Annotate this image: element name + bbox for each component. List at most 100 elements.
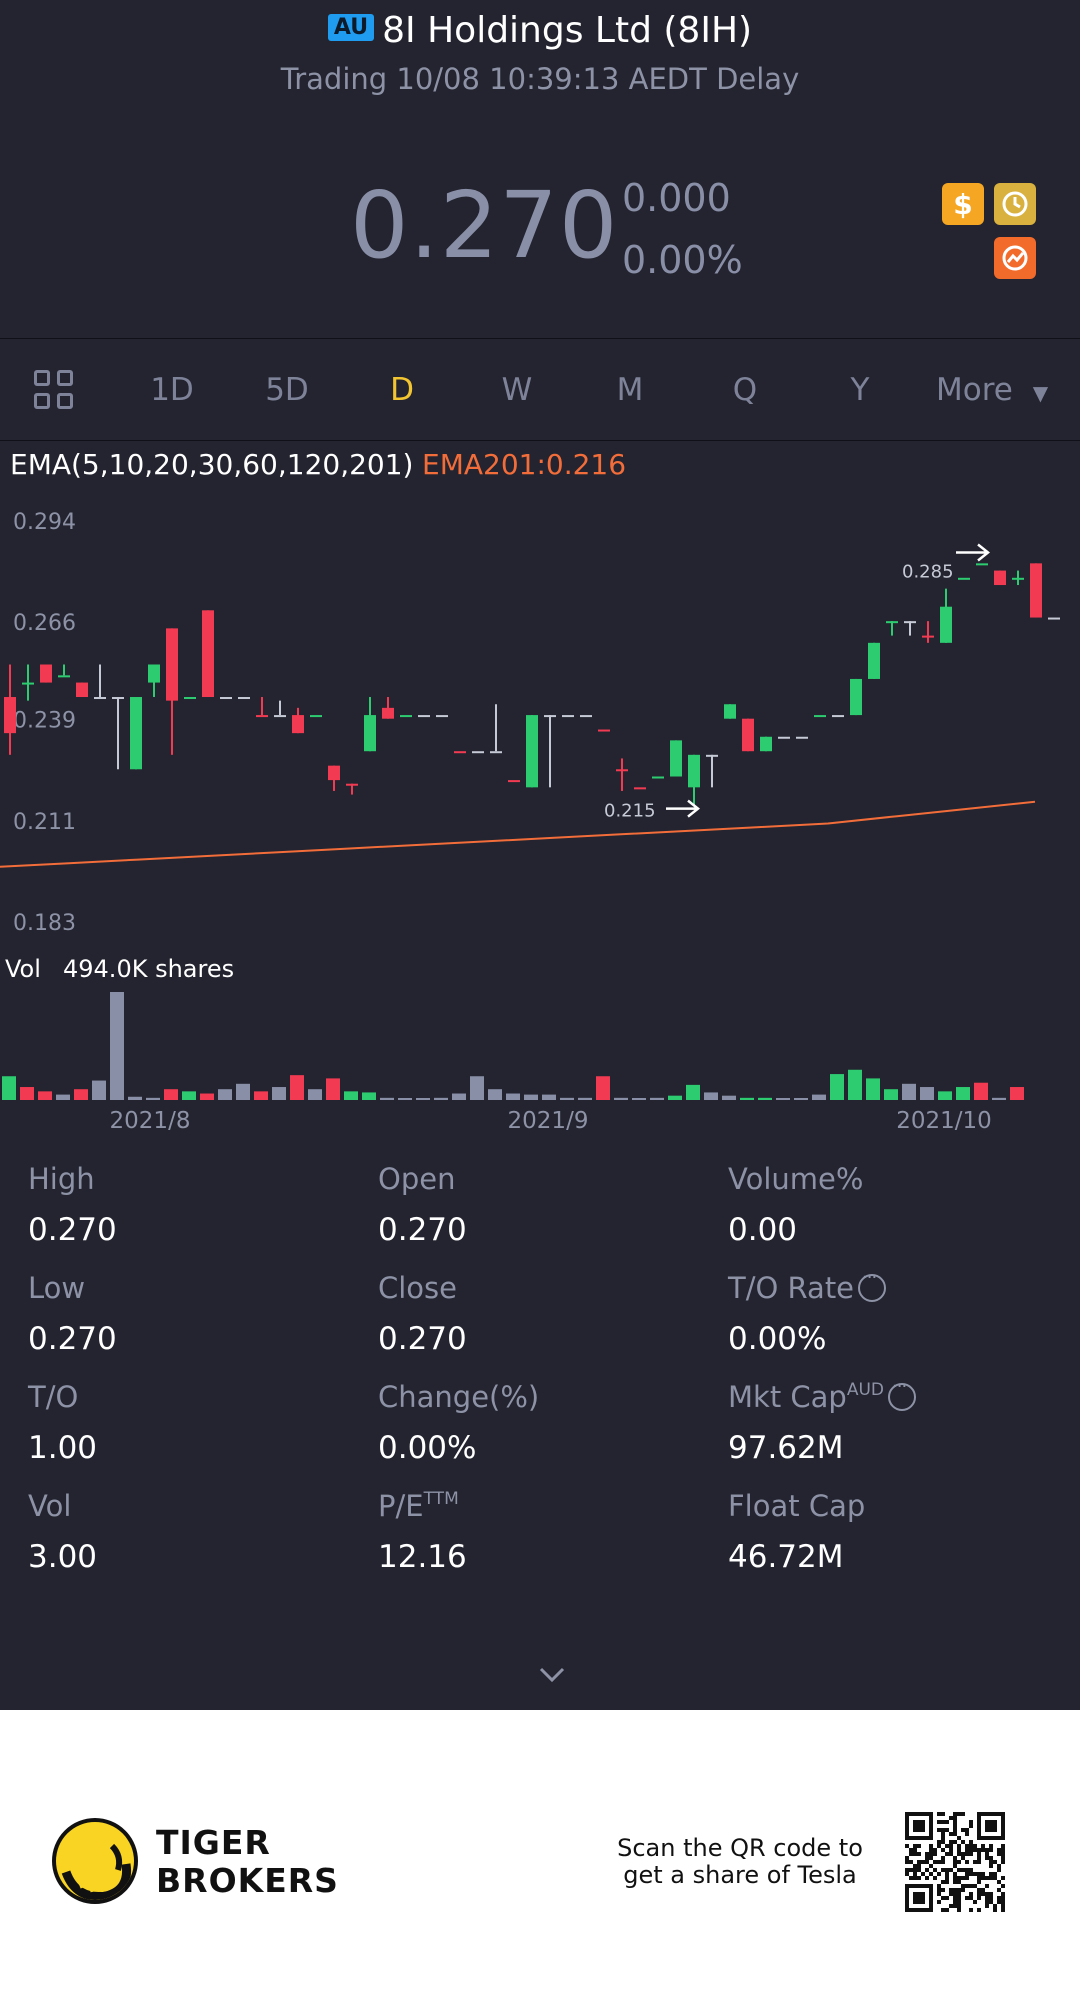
tab-d[interactable]: D: [390, 372, 414, 408]
stat-value: 0.270: [378, 1321, 467, 1357]
qr-module: [917, 1864, 921, 1868]
qr-module: [977, 1848, 981, 1852]
orange-chart-icon[interactable]: [994, 237, 1036, 279]
last-price: 0.270: [350, 172, 619, 279]
qr-module: [945, 1880, 949, 1884]
qr-module: [917, 1860, 921, 1864]
qr-module: [909, 1868, 913, 1872]
history-clock-icon[interactable]: [994, 183, 1036, 225]
qr-module: [1001, 1884, 1005, 1888]
qr-module: [989, 1876, 993, 1880]
qr-module: [973, 1884, 977, 1888]
tab-q[interactable]: Q: [732, 372, 758, 408]
stat-label: Float Cap: [728, 1489, 866, 1523]
qr-module: [941, 1860, 945, 1864]
qr-finder-core: [913, 1820, 925, 1832]
qr-module: [953, 1816, 957, 1820]
volume-bar: [164, 1089, 178, 1100]
qr-module: [949, 1888, 953, 1892]
brand-name: TIGER BROKERS: [156, 1824, 339, 1900]
indicator-label: EMA(5,10,20,30,60,120,201): [10, 448, 414, 481]
stat-label: Open: [378, 1162, 456, 1196]
qr-module: [953, 1880, 957, 1884]
divider: [0, 440, 1080, 441]
tab-y[interactable]: Y: [850, 372, 870, 408]
tab-more[interactable]: More ▼: [936, 340, 1066, 440]
qr-module: [989, 1892, 993, 1896]
info-icon[interactable]: [858, 1267, 887, 1302]
tab-w[interactable]: W: [501, 372, 533, 408]
qr-module: [937, 1888, 941, 1892]
candle-body: [490, 751, 502, 754]
stat-label: Change(%): [378, 1380, 540, 1414]
period-tabs: 1D 5D D W M Q Y More ▼: [0, 340, 1080, 440]
qr-module: [1001, 1856, 1005, 1860]
candle-body: [436, 715, 448, 718]
qr-finder-core: [913, 1892, 925, 1904]
y-tick-label: 0.239: [13, 709, 76, 734]
stat-value: 0.270: [28, 1212, 117, 1248]
qr-module: [905, 1844, 909, 1848]
volume-bar: [524, 1094, 538, 1100]
qr-module: [969, 1892, 973, 1896]
qr-module: [949, 1868, 953, 1872]
stat-label: Vol: [28, 1489, 72, 1523]
qr-module: [977, 1852, 981, 1856]
qr-module: [953, 1904, 957, 1908]
qr-module: [957, 1880, 961, 1884]
candle-body: [904, 621, 916, 624]
qr-module: [933, 1848, 937, 1852]
qr-module: [993, 1860, 997, 1864]
y-tick-label: 0.183: [13, 911, 76, 936]
candle-body: [382, 707, 394, 719]
x-tick-label: 2021/10: [896, 1108, 992, 1134]
qr-module: [969, 1896, 973, 1900]
tab-5d[interactable]: 5D: [265, 372, 309, 408]
layout-grid-icon[interactable]: [34, 370, 76, 412]
qr-module: [993, 1876, 997, 1880]
qr-module: [977, 1856, 981, 1860]
tab-m[interactable]: M: [616, 372, 644, 408]
qr-module: [969, 1844, 973, 1848]
price-chart[interactable]: 0.294 0.266 0.239 0.211 0.183 0.285 0.215 Vol 49…: [0, 500, 1080, 1140]
qr-module: [961, 1888, 965, 1892]
qr-module: [933, 1852, 937, 1856]
candle-body: [274, 715, 286, 718]
volume-bar: [794, 1098, 808, 1100]
qr-caption: Scan the QR code to get a share of Tesla: [610, 1835, 870, 1889]
qr-module: [977, 1876, 981, 1880]
qr-module: [985, 1904, 989, 1908]
market-badge: AU: [327, 14, 375, 41]
info-icon[interactable]: [888, 1376, 917, 1411]
qr-module: [913, 1852, 917, 1856]
qr-module: [941, 1820, 945, 1824]
tab-more-label: More: [936, 372, 1013, 408]
volume-bar: [776, 1098, 790, 1100]
tab-1d[interactable]: 1D: [150, 372, 194, 408]
qr-module: [957, 1908, 961, 1912]
qr-module: [909, 1852, 913, 1856]
stat-value: 0.00: [728, 1212, 798, 1248]
stat-label: T/O: [28, 1380, 79, 1414]
candle-body: [1012, 577, 1024, 580]
y-tick-label: 0.294: [13, 510, 76, 535]
qr-module: [953, 1900, 957, 1904]
volume-bar: [416, 1098, 430, 1100]
candle-body: [76, 682, 88, 698]
dropdown-triangle-icon: ▼: [1032, 381, 1049, 405]
qr-module: [913, 1876, 917, 1880]
qr-module: [921, 1860, 925, 1864]
price-change: 0.000: [622, 176, 731, 220]
candle-body: [166, 628, 178, 701]
qr-module: [925, 1852, 929, 1856]
qr-module: [977, 1908, 981, 1912]
qr-module: [981, 1876, 985, 1880]
volume-bar: [146, 1097, 160, 1100]
qr-module: [957, 1896, 961, 1900]
dollar-icon[interactable]: $: [942, 183, 984, 225]
stat-label: Low: [28, 1271, 86, 1305]
stat-value: 97.62M: [728, 1430, 844, 1466]
volume-bar: [128, 1096, 142, 1100]
qr-module: [985, 1900, 989, 1904]
chevron-down-icon[interactable]: [538, 1660, 566, 1688]
